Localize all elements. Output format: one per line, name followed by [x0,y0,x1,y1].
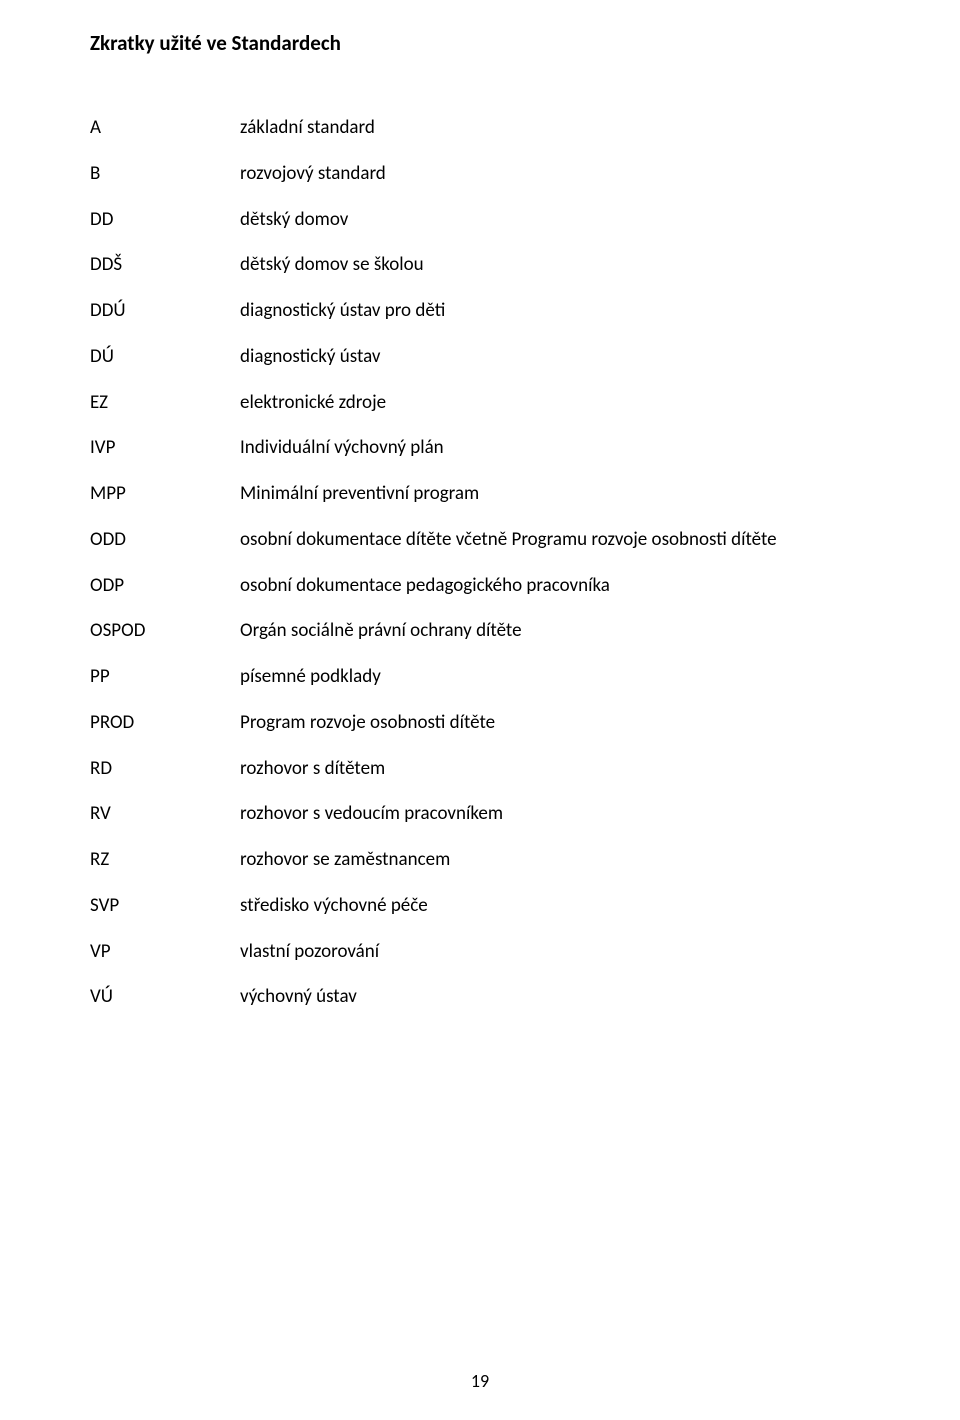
definition-row: OSPODOrgán sociálně právní ochrany dítět… [90,619,880,643]
abbreviation: DÚ [90,345,240,369]
definitions-list: Azákladní standardBrozvojový standardDDd… [90,116,880,1009]
definition-row: SVPstředisko výchovné péče [90,894,880,918]
definition-row: IVPIndividuální výchovný plán [90,436,880,460]
abbreviation: A [90,116,240,140]
page: Zkratky užité ve Standardech Azákladní s… [0,0,960,1420]
abbreviation: B [90,162,240,186]
definition-row: RZrozhovor se zaměstnancem [90,848,880,872]
abbreviation: PROD [90,711,240,735]
definition-text: diagnostický ústav pro děti [240,299,880,323]
definition-text: dětský domov se školou [240,253,880,277]
definition-text: rozhovor s vedoucím pracovníkem [240,802,880,826]
definition-text: osobní dokumentace dítěte včetně Program… [240,528,880,552]
definition-text: vlastní pozorování [240,940,880,964]
abbreviation: ODP [90,574,240,598]
abbreviation: VP [90,940,240,964]
definition-row: VÚvýchovný ústav [90,985,880,1009]
definition-text: Program rozvoje osobnosti dítěte [240,711,880,735]
abbreviation: EZ [90,391,240,415]
abbreviation: VÚ [90,985,240,1009]
definition-row: Brozvojový standard [90,162,880,186]
definition-row: ODPosobní dokumentace pedagogického prac… [90,574,880,598]
abbreviation: RZ [90,848,240,872]
definition-text: základní standard [240,116,880,140]
definition-text: rozhovor s dítětem [240,757,880,781]
definition-text: Orgán sociálně právní ochrany dítěte [240,619,880,643]
abbreviation: RV [90,802,240,826]
definition-row: DDŠdětský domov se školou [90,253,880,277]
abbreviation: DD [90,208,240,232]
definition-text: písemné podklady [240,665,880,689]
definition-row: DÚdiagnostický ústav [90,345,880,369]
definition-text: osobní dokumentace pedagogického pracovn… [240,574,880,598]
abbreviation: ODD [90,528,240,552]
definition-row: DDÚdiagnostický ústav pro děti [90,299,880,323]
definition-text: elektronické zdroje [240,391,880,415]
definition-text: výchovný ústav [240,985,880,1009]
definition-text: rozhovor se zaměstnancem [240,848,880,872]
abbreviation: RD [90,757,240,781]
definition-row: RVrozhovor s vedoucím pracovníkem [90,802,880,826]
abbreviation: PP [90,665,240,689]
definition-row: DDdětský domov [90,208,880,232]
definition-row: VPvlastní pozorování [90,940,880,964]
abbreviation: DDÚ [90,299,240,323]
definition-text: Individuální výchovný plán [240,436,880,460]
abbreviation: IVP [90,436,240,460]
definition-text: Minimální preventivní program [240,482,880,506]
abbreviation: SVP [90,894,240,918]
definition-text: diagnostický ústav [240,345,880,369]
definition-text: rozvojový standard [240,162,880,186]
definition-text: dětský domov [240,208,880,232]
abbreviation: MPP [90,482,240,506]
page-number: 19 [0,1370,960,1392]
definition-row: PRODProgram rozvoje osobnosti dítěte [90,711,880,735]
definition-row: Azákladní standard [90,116,880,140]
definition-row: RDrozhovor s dítětem [90,757,880,781]
abbreviation: OSPOD [90,619,240,643]
definition-row: EZelektronické zdroje [90,391,880,415]
definition-row: ODDosobní dokumentace dítěte včetně Prog… [90,528,880,552]
definition-text: středisko výchovné péče [240,894,880,918]
page-title: Zkratky užité ve Standardech [90,30,880,56]
definition-row: PPpísemné podklady [90,665,880,689]
abbreviation: DDŠ [90,253,240,277]
definition-row: MPPMinimální preventivní program [90,482,880,506]
